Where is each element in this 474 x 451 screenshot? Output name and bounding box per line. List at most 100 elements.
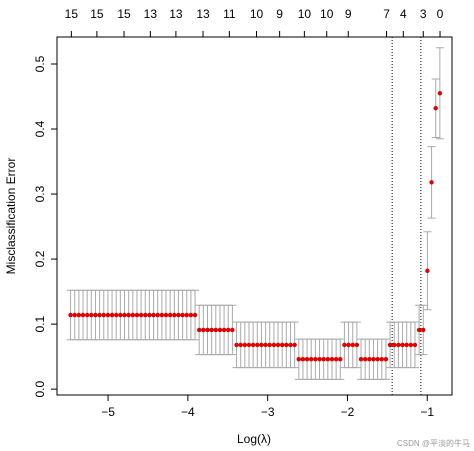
point — [416, 327, 422, 333]
point — [97, 312, 102, 318]
point — [89, 312, 94, 318]
point — [275, 342, 281, 348]
point — [333, 357, 339, 362]
point — [138, 312, 144, 318]
point — [234, 342, 239, 348]
top-tick-label: 11 — [223, 7, 236, 21]
y-tick-label: 0.1 — [33, 315, 47, 332]
point — [130, 312, 136, 318]
top-tick-label: 13 — [196, 7, 210, 21]
point — [255, 342, 260, 348]
point — [342, 342, 347, 348]
point — [84, 312, 90, 318]
point — [118, 312, 123, 318]
x-axis-label: Log(λ) — [237, 432, 271, 446]
point — [180, 312, 185, 318]
top-tick-label: 4 — [400, 7, 407, 21]
point — [68, 312, 73, 318]
point — [317, 357, 322, 362]
point — [329, 357, 335, 362]
point — [101, 312, 106, 318]
point — [379, 357, 384, 362]
point — [392, 342, 397, 348]
point — [433, 106, 438, 111]
top-tick-label: 13 — [169, 7, 183, 21]
point — [134, 312, 140, 318]
point — [313, 357, 318, 362]
y-tick-label: 0.3 — [33, 185, 47, 202]
point — [221, 327, 227, 333]
point — [354, 342, 360, 348]
x-tick-label: −5 — [101, 405, 115, 419]
point — [76, 312, 82, 318]
point — [176, 312, 181, 318]
point — [263, 342, 268, 348]
point — [143, 312, 148, 318]
point — [122, 312, 127, 318]
top-tick-label: 13 — [144, 7, 158, 21]
top-tick-label: 0 — [437, 7, 444, 21]
y-tick-label: 0.5 — [33, 55, 47, 72]
point — [421, 327, 426, 333]
point — [375, 357, 380, 362]
top-tick-label: 15 — [90, 7, 104, 21]
point — [358, 357, 364, 362]
point — [325, 357, 331, 362]
point — [250, 342, 256, 348]
top-tick-label: 9 — [276, 7, 283, 21]
point — [184, 312, 189, 318]
point — [109, 312, 115, 318]
top-tick-label: 15 — [117, 7, 131, 21]
point — [259, 342, 264, 348]
top-tick-label: 9 — [345, 7, 352, 21]
point — [238, 342, 243, 348]
point — [217, 327, 223, 333]
watermark: CSDN @平淡的牛马 — [397, 438, 470, 448]
point — [188, 312, 194, 318]
point — [167, 312, 173, 318]
point — [288, 342, 293, 348]
top-tick-label: 15 — [65, 7, 79, 21]
point — [213, 327, 218, 333]
point — [192, 312, 198, 318]
x-tick-label: −2 — [341, 405, 355, 419]
top-tick-label: 10 — [298, 7, 312, 21]
point — [396, 342, 401, 348]
top-tick-label: 10 — [250, 7, 264, 21]
point — [72, 312, 77, 318]
top-tick-label: 7 — [383, 7, 390, 21]
point — [147, 312, 152, 318]
y-axis-label: Misclassification Error — [4, 158, 18, 275]
point — [429, 180, 434, 185]
top-tick-label: 10 — [320, 7, 334, 21]
point — [155, 312, 160, 318]
x-tick-label: −4 — [181, 405, 195, 419]
point — [279, 342, 285, 348]
point — [201, 327, 206, 333]
point — [383, 357, 389, 362]
point — [163, 312, 169, 318]
point — [367, 357, 372, 362]
point — [205, 327, 210, 333]
point — [271, 342, 277, 348]
point — [404, 342, 409, 348]
point — [408, 342, 414, 348]
point — [425, 268, 430, 273]
point — [114, 312, 119, 318]
point — [346, 342, 351, 348]
point — [400, 342, 405, 348]
point — [105, 312, 111, 318]
plot-frame — [56, 36, 453, 396]
point — [437, 91, 443, 96]
point — [151, 312, 156, 318]
y-tick-label: 0.0 — [33, 380, 47, 397]
top-tick-label: 3 — [420, 7, 427, 21]
x-tick-label: −3 — [261, 405, 275, 419]
point — [230, 327, 235, 333]
y-tick-label: 0.2 — [33, 250, 47, 267]
point — [292, 342, 297, 348]
point — [80, 312, 86, 318]
point — [159, 312, 165, 318]
point — [362, 357, 368, 362]
